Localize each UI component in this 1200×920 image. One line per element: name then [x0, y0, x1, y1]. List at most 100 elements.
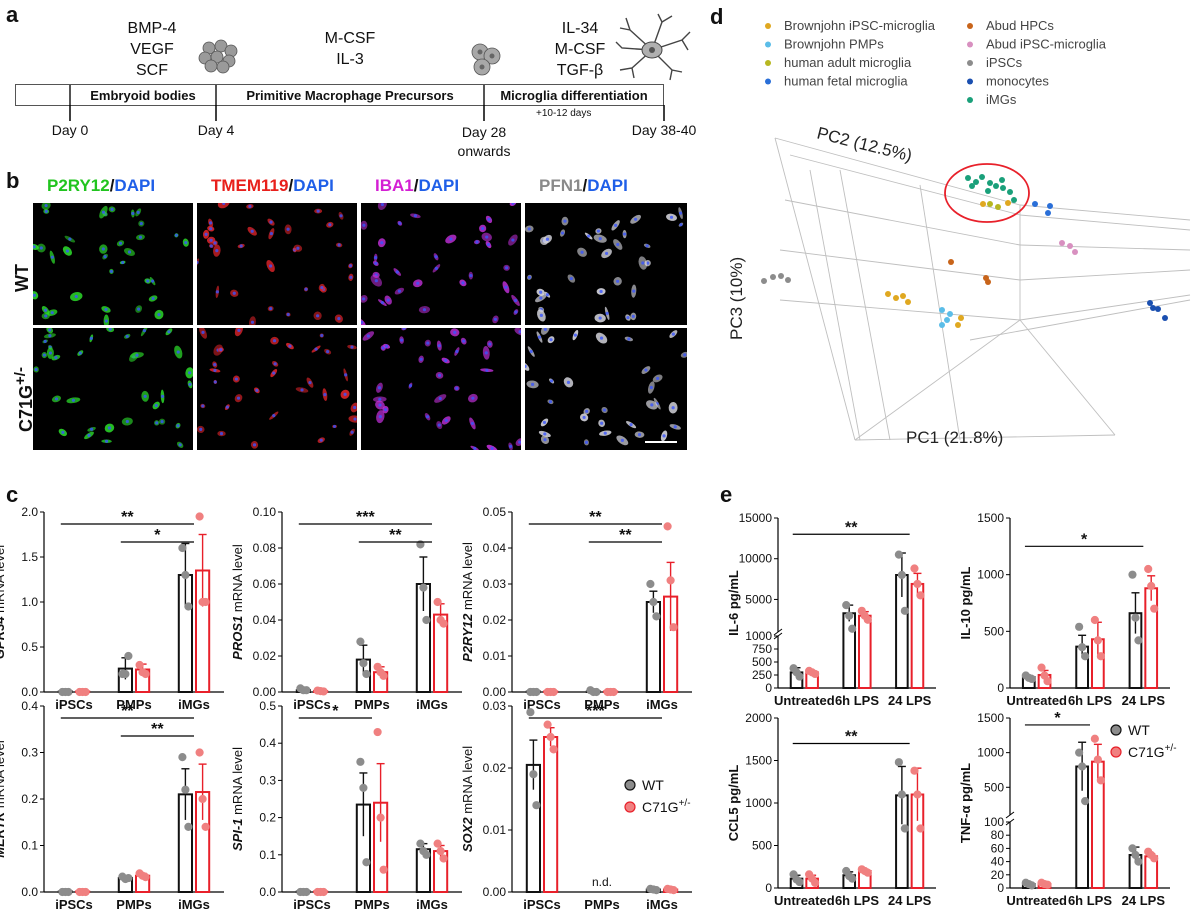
pca-point	[893, 295, 899, 301]
x-tick-label: PMPs	[116, 697, 151, 712]
factor-line: IL-3	[336, 51, 364, 68]
data-point	[546, 732, 555, 742]
data-point	[356, 757, 365, 766]
nucleus-dot	[462, 339, 466, 343]
y-tick-label: 0.02	[483, 613, 507, 627]
stage-microglia-differentiation: Microglia differentiation	[484, 84, 664, 106]
y-axis-label: SPI-1 mRNA level	[230, 747, 245, 851]
y-tick-label: 1500	[745, 754, 772, 768]
data-point	[532, 687, 541, 697]
data-point	[1075, 748, 1084, 757]
data-point	[184, 822, 193, 832]
nucleus-dot	[139, 221, 143, 226]
x-tick-label: PMPs	[584, 697, 619, 712]
data-point	[376, 813, 385, 822]
nucleus-dot	[337, 317, 341, 321]
pca-point	[955, 322, 961, 328]
nucleus-dot	[296, 246, 300, 250]
data-point	[1128, 844, 1137, 853]
nucleus-dot	[157, 313, 161, 317]
nucleus-dot	[671, 406, 675, 410]
pca-point	[947, 311, 953, 317]
panel-label-a: a	[6, 2, 19, 27]
nucleus-dot	[348, 264, 353, 268]
highlight-ellipse	[944, 163, 1030, 223]
data-point	[910, 766, 919, 775]
nucleus-dot	[176, 350, 180, 354]
data-point	[845, 611, 854, 620]
stage-embryoid-bodies: Embryoid bodies	[70, 84, 216, 106]
pca-point	[1155, 306, 1161, 312]
data-point	[302, 887, 311, 897]
data-point	[910, 564, 919, 573]
nucleus-dot	[201, 404, 205, 408]
y-tick-label: 0.06	[253, 577, 277, 591]
x-tick-label: PMPs	[116, 897, 151, 912]
pca-point	[1067, 243, 1073, 249]
marker-name: PFN1	[539, 176, 583, 195]
nucleus-dot	[539, 290, 543, 294]
nucleus-dot	[101, 210, 106, 214]
nucleus-dot	[543, 438, 547, 442]
pca-point	[785, 277, 791, 283]
nucleus-dot	[395, 270, 399, 274]
nucleus-dot	[250, 320, 255, 324]
nucleus-dot	[566, 380, 571, 384]
nucleus-dot	[486, 243, 491, 247]
nucleus-dot	[504, 285, 508, 289]
pca-point	[1059, 240, 1065, 246]
data-point	[439, 854, 448, 863]
chart-SPI-1: 0.0 0.1 0.2 0.3 0.4 0.5 SPI-1 mRNA level iPSCs P…	[230, 699, 462, 912]
data-point	[64, 687, 73, 697]
nucleus-dot	[514, 310, 518, 314]
nucleus-dot	[426, 341, 430, 345]
marker-name: P2RY12	[47, 176, 110, 195]
data-point	[652, 612, 661, 621]
pca-point	[905, 299, 911, 305]
nucleus-dot	[167, 330, 171, 334]
nucleus-dot	[344, 373, 348, 377]
nucleus-dot	[545, 293, 549, 297]
y-tick-label: 80	[991, 828, 1005, 842]
y-tick-label: 0.0	[21, 685, 38, 699]
micrograph-image	[525, 328, 687, 450]
data-point	[422, 615, 431, 625]
legend-marker	[967, 78, 973, 85]
stain-header: P2RY12/DAPI	[47, 176, 155, 196]
significance-stars: **	[845, 519, 858, 536]
nucleus-dot	[250, 229, 254, 233]
data-point	[419, 583, 428, 592]
nucleus-dot	[361, 320, 364, 324]
data-point	[135, 660, 144, 670]
legend-label: C71G+/-	[1128, 743, 1177, 760]
nucleus-dot	[518, 330, 521, 334]
nucleus-dot	[121, 260, 125, 265]
y-tick-label: 100	[984, 815, 1004, 829]
micrograph-cells	[525, 328, 687, 446]
data-point	[549, 687, 558, 697]
y-tick-label: 0.02	[483, 761, 507, 775]
bar	[858, 614, 872, 690]
nucleus-dot	[225, 405, 229, 409]
grid-line	[919, 184, 961, 441]
nucleus-dot	[378, 403, 382, 407]
nucleus-dot	[656, 376, 660, 381]
nucleus-dot	[384, 344, 389, 348]
nucleus-dot	[237, 328, 241, 332]
bar	[910, 582, 925, 690]
nucleus-dot	[48, 334, 52, 338]
factor-line: VEGF	[130, 41, 174, 58]
separator: /	[109, 176, 115, 195]
data-point	[669, 886, 678, 895]
x-tick-label: 24 LPS	[1122, 693, 1166, 708]
nucleus-dot	[549, 338, 553, 342]
nucleus-dot	[138, 235, 143, 239]
y-tick-label: 0.10	[253, 505, 277, 519]
nucleus-dot	[236, 396, 241, 400]
y-label-gene: MERTK	[0, 810, 7, 858]
legend-marker	[967, 97, 973, 103]
grid-line	[854, 434, 1116, 441]
micrograph-image	[197, 328, 357, 450]
legend-marker	[765, 41, 771, 48]
